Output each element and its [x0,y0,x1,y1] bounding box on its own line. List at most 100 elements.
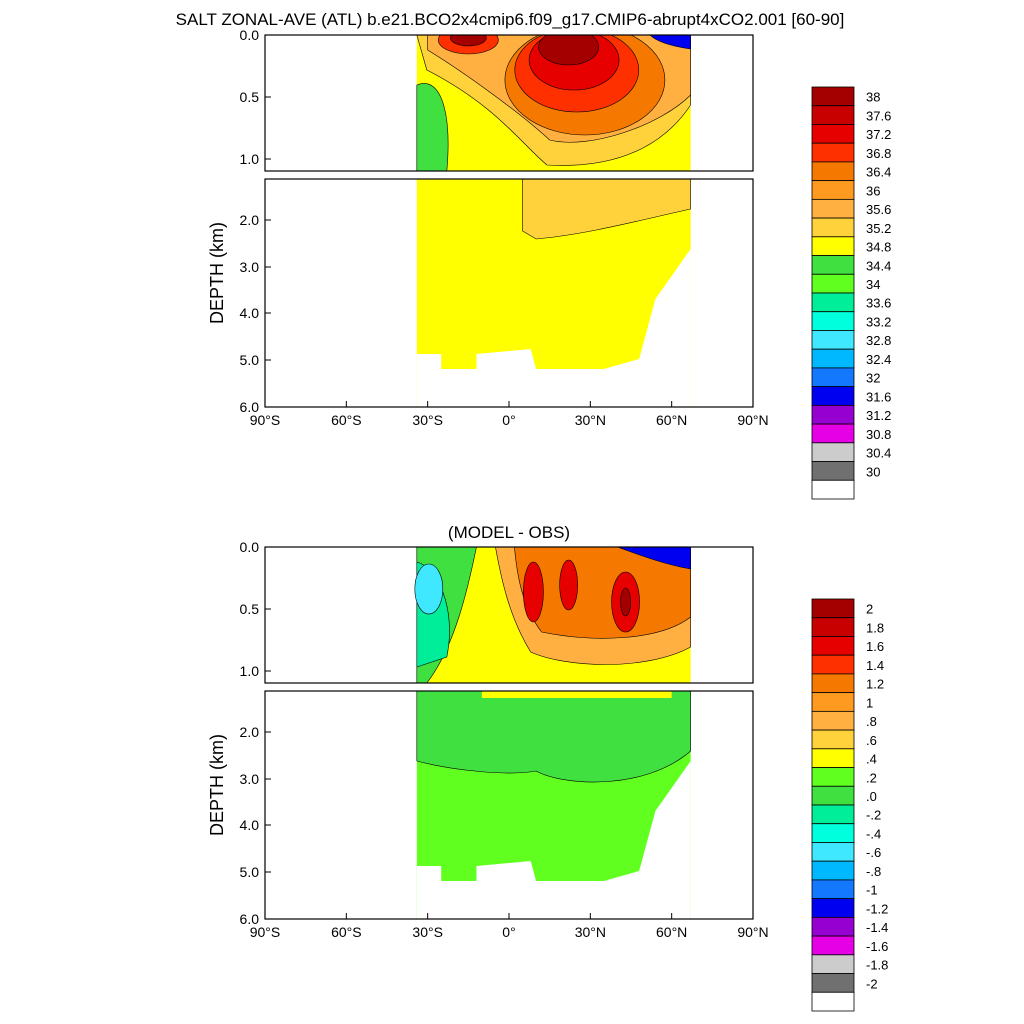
x-tick-label: 60°S [331,412,362,428]
colorbar-label: -1.6 [866,939,888,954]
colorbar-label: .4 [866,752,877,767]
colorbar-swatch [811,180,855,200]
y-tick-label: 1.0 [240,151,260,167]
upper-field [414,547,691,683]
lower-field [416,179,691,407]
colorbar-label: 1.4 [866,658,884,673]
colorbar-label: 1.6 [866,639,884,654]
colorbar-label: -.8 [866,864,881,879]
colorbar-swatch [811,729,855,750]
contour-arctic-fresh [649,35,691,50]
colorbar-label: .0 [866,789,877,804]
deep-0-2 [416,691,691,783]
colorbar-swatch [811,386,855,406]
x-tick-label: 30°N [575,924,606,940]
colorbar-swatch [811,330,855,350]
colorbar-label: 38 [866,90,880,105]
colorbar-swatch [811,404,855,425]
colorbar-swatch [811,311,855,331]
colorbar-swatch [811,292,855,313]
colorbar: 21.81.61.41.21.8.6.4.2.0-.2-.4-.6-.8-1-1… [811,598,888,1012]
contour-neg-0-6 [414,563,444,615]
colorbar-label: 34.8 [866,240,891,255]
colorbar-label: .6 [866,733,877,748]
x-tick-label: 90°S [250,412,281,428]
colorbar-label: 30.8 [866,427,891,442]
panel-2: (MODEL - OBS)0.00.51.02.03.04.05.06.0DEP… [207,523,888,1012]
colorbar-label: 35.6 [866,202,891,217]
y-tick-label: 1.0 [240,663,260,679]
colorbar-swatch [811,598,855,619]
colorbar-label: 30 [866,464,880,479]
colorbar-label: 32 [866,371,880,386]
colorbar-label: 1 [866,695,873,710]
panel-subtitle: (MODEL - OBS) [448,523,570,542]
contour-2 [620,587,631,617]
colorbar-label: 1.2 [866,677,884,692]
colorbar-label: 33.2 [866,314,891,329]
colorbar-swatch [811,935,855,956]
colorbar-swatch [811,916,855,937]
x-tick-label: 0° [502,924,515,940]
colorbar-label: 32.4 [866,352,891,367]
y-tick-label: 0.5 [240,601,260,617]
colorbar-swatch [811,692,855,712]
colorbar-swatch [811,161,855,182]
colorbar-swatch [811,842,855,862]
y-tick-label: 6.0 [240,911,260,927]
colorbar-label: -1.4 [866,920,888,935]
seafloor-mask [416,761,691,919]
colorbar-swatch [811,442,855,462]
colorbar-swatch [811,124,855,144]
y-tick-label: 2.0 [240,212,260,228]
contour-north-sub-b [450,35,487,47]
colorbar-swatch [811,198,855,219]
colorbar-swatch [811,423,855,444]
x-tick-label: 30°S [412,924,443,940]
colorbar-label: -1.8 [866,958,888,973]
colorbar-swatch [811,461,855,481]
y-tick-label: 3.0 [240,771,260,787]
colorbar-label: .2 [866,770,877,785]
colorbar-label: 37.6 [866,108,891,123]
colorbar-label: 1.8 [866,620,884,635]
y-tick-label: 6.0 [240,399,260,415]
seafloor-mask [416,249,691,407]
colorbar-swatch [811,105,855,125]
x-tick-label: 90°S [250,924,281,940]
y-tick-label: 4.0 [240,305,260,321]
colorbar-label: 36.4 [866,165,891,180]
y-tick-label: 0.0 [240,27,260,43]
y-tick-label: 0.0 [240,539,260,555]
colorbar-swatch [811,767,855,787]
colorbar-swatch [811,367,855,388]
x-tick-label: 90°N [737,412,768,428]
lower-field [416,691,691,919]
colorbar-label: -.2 [866,808,881,823]
colorbar-label: 36.8 [866,146,891,161]
colorbar-label: 31.6 [866,389,891,404]
x-tick-label: 60°N [656,412,687,428]
colorbar-label: -2 [866,976,878,991]
colorbar-swatch [811,142,855,163]
colorbar-label: -1.2 [866,901,888,916]
colorbar-swatch [811,479,855,500]
figure-title: SALT ZONAL-AVE (ATL) b.e21.BCO2x4cmip6.f… [176,10,845,29]
colorbar-label: 31.2 [866,408,891,423]
panel-1: 0.0 0.5 1.0 2.0 3.0 4.0 5.0 6.0 DEPTH (km) 90°S 60… [207,27,891,500]
colorbar-swatch [811,823,855,843]
colorbar-swatch [811,785,855,806]
colorbar: 38 37.6 37.2 36.8 36.4 36 35.6 35.2 34.8 34.4 34 33… [811,86,891,500]
contour-38 [538,35,599,66]
x-tick-label: 60°N [656,924,687,940]
y-tick-label: 0.5 [240,89,260,105]
contour-arctic-fresh [617,547,691,570]
upper-field [416,35,691,171]
colorbar-swatch [811,804,855,825]
contour-1-6-a [523,561,544,623]
colorbar-swatch [811,673,855,694]
colorbar-label: 34.4 [866,258,891,273]
colorbar-swatch [811,710,855,731]
y-axis-label: DEPTH (km) [207,734,227,836]
